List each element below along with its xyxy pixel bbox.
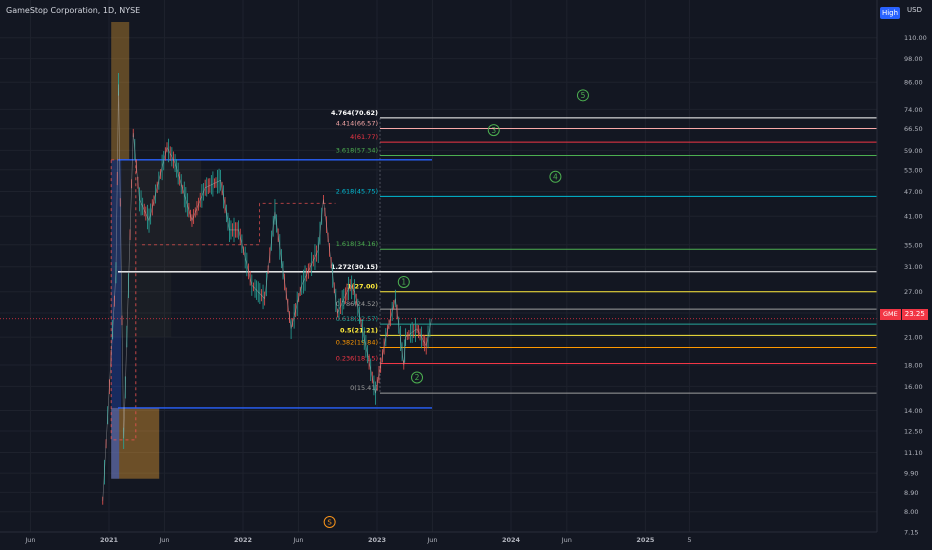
price-tick: 59.00: [904, 147, 923, 155]
wave-label-1: [397, 275, 410, 288]
price-tick: 74.00: [904, 106, 923, 114]
wave-label-text: 3: [491, 126, 496, 135]
last-price-value: 23.25: [901, 309, 928, 320]
time-tick: 2023: [368, 536, 386, 544]
fib-level-label: 0.618(22.57): [336, 315, 378, 323]
fib-level-label: 0.382(19.84): [336, 338, 378, 346]
wave-label-text: 2: [415, 373, 420, 382]
currency-label: USD: [907, 6, 922, 14]
elliott-wave: 1 2 3 4 5: [397, 89, 589, 384]
price-tick: 66.50: [904, 125, 923, 133]
price-tick: 31.00: [904, 263, 923, 271]
time-tick: 2025: [636, 536, 655, 544]
time-tick: Jun: [292, 536, 303, 544]
price-tick: 12.50: [904, 427, 923, 435]
volume-profile-bar: [111, 22, 130, 160]
fib-level-label: 4.764(70.62): [331, 109, 378, 117]
price-tick: 27.00: [904, 288, 923, 296]
fib-level-label: 1.272(30.15): [331, 263, 378, 271]
price-tick: 53.00: [904, 166, 923, 174]
price-tick: 35.00: [904, 241, 923, 249]
wave-label-text: 5: [581, 91, 586, 100]
fib-level-label: 1.618(34.16): [336, 240, 378, 248]
time-tick: 2021: [100, 536, 119, 544]
fib-level-label: 2.618(45.75): [336, 187, 378, 195]
fib-level-label: 4.414(66.57): [336, 120, 378, 128]
wave-label-4: [549, 170, 562, 183]
fibonacci-extension: 4.764(70.62) 4.414(66.57) 4(61.77) 3.618(57…: [331, 109, 877, 394]
volume-profile-bar: [111, 159, 122, 408]
volume-profile-bar: [111, 159, 202, 272]
last-price-symbol: GME: [880, 309, 901, 320]
fib-level-label: 0.236(18.15): [336, 355, 378, 363]
time-axis: Jun 2021 Jun 2022 Jun 2023 Jun 2024 Jun 2025 5: [0, 531, 877, 544]
wave-label-text: 1: [401, 278, 406, 287]
wave-label-5: [576, 89, 589, 102]
time-tick: Jun: [158, 536, 169, 544]
fib-level-label: 0(15.41): [350, 384, 378, 392]
event-marker-text: S: [327, 519, 332, 527]
dashed-range: [142, 202, 336, 246]
last-price-badge: GME 23.25: [880, 309, 928, 320]
price-line: [102, 84, 432, 501]
price-tick: 110.00: [904, 34, 927, 42]
price-tick: 86.00: [904, 79, 923, 87]
volume-profile-bar: [111, 271, 172, 338]
high-price-badge: High: [880, 7, 900, 19]
price-tick: 16.00: [904, 383, 923, 391]
fib-level-label: 0.786(24.52): [336, 300, 378, 308]
time-tick: 5: [687, 536, 691, 544]
price-tick: 21.00: [904, 334, 923, 342]
price-tick: 14.00: [904, 407, 923, 415]
wave-label-3: [487, 124, 500, 137]
time-tick: Jun: [561, 536, 572, 544]
price-tick: 11.10: [904, 449, 923, 457]
event-marker: [323, 516, 336, 528]
wave-label-2: [411, 371, 424, 384]
symbol-title[interactable]: GameStop Corporation, 1D, NYSE: [6, 6, 141, 15]
volume-profile: [111, 22, 202, 479]
price-tick: 41.00: [904, 213, 923, 221]
fib-level-label: 4(61.77): [350, 133, 378, 141]
time-tick: 2024: [502, 536, 521, 544]
fib-level-label: 0.5(21.21): [340, 326, 378, 334]
wave-label-text: 4: [553, 172, 558, 181]
price-tick: 8.00: [904, 508, 918, 516]
time-tick: Jun: [24, 536, 35, 544]
price-tick: 47.00: [904, 188, 923, 196]
price-tick: 7.15: [904, 529, 918, 537]
fib-level-label: 1(27.00): [347, 283, 378, 291]
fib-level-label: 3.618(57.34): [336, 147, 378, 155]
volume-profile-bar: [111, 407, 120, 479]
time-tick: 2022: [234, 536, 252, 544]
price-tick: 98.00: [904, 55, 923, 63]
time-tick: Jun: [426, 536, 437, 544]
volume-profile-bar: [111, 407, 160, 479]
price-tick: 9.90: [904, 470, 918, 478]
price-tick: 18.00: [904, 362, 923, 370]
price-tick: 8.90: [904, 489, 918, 497]
